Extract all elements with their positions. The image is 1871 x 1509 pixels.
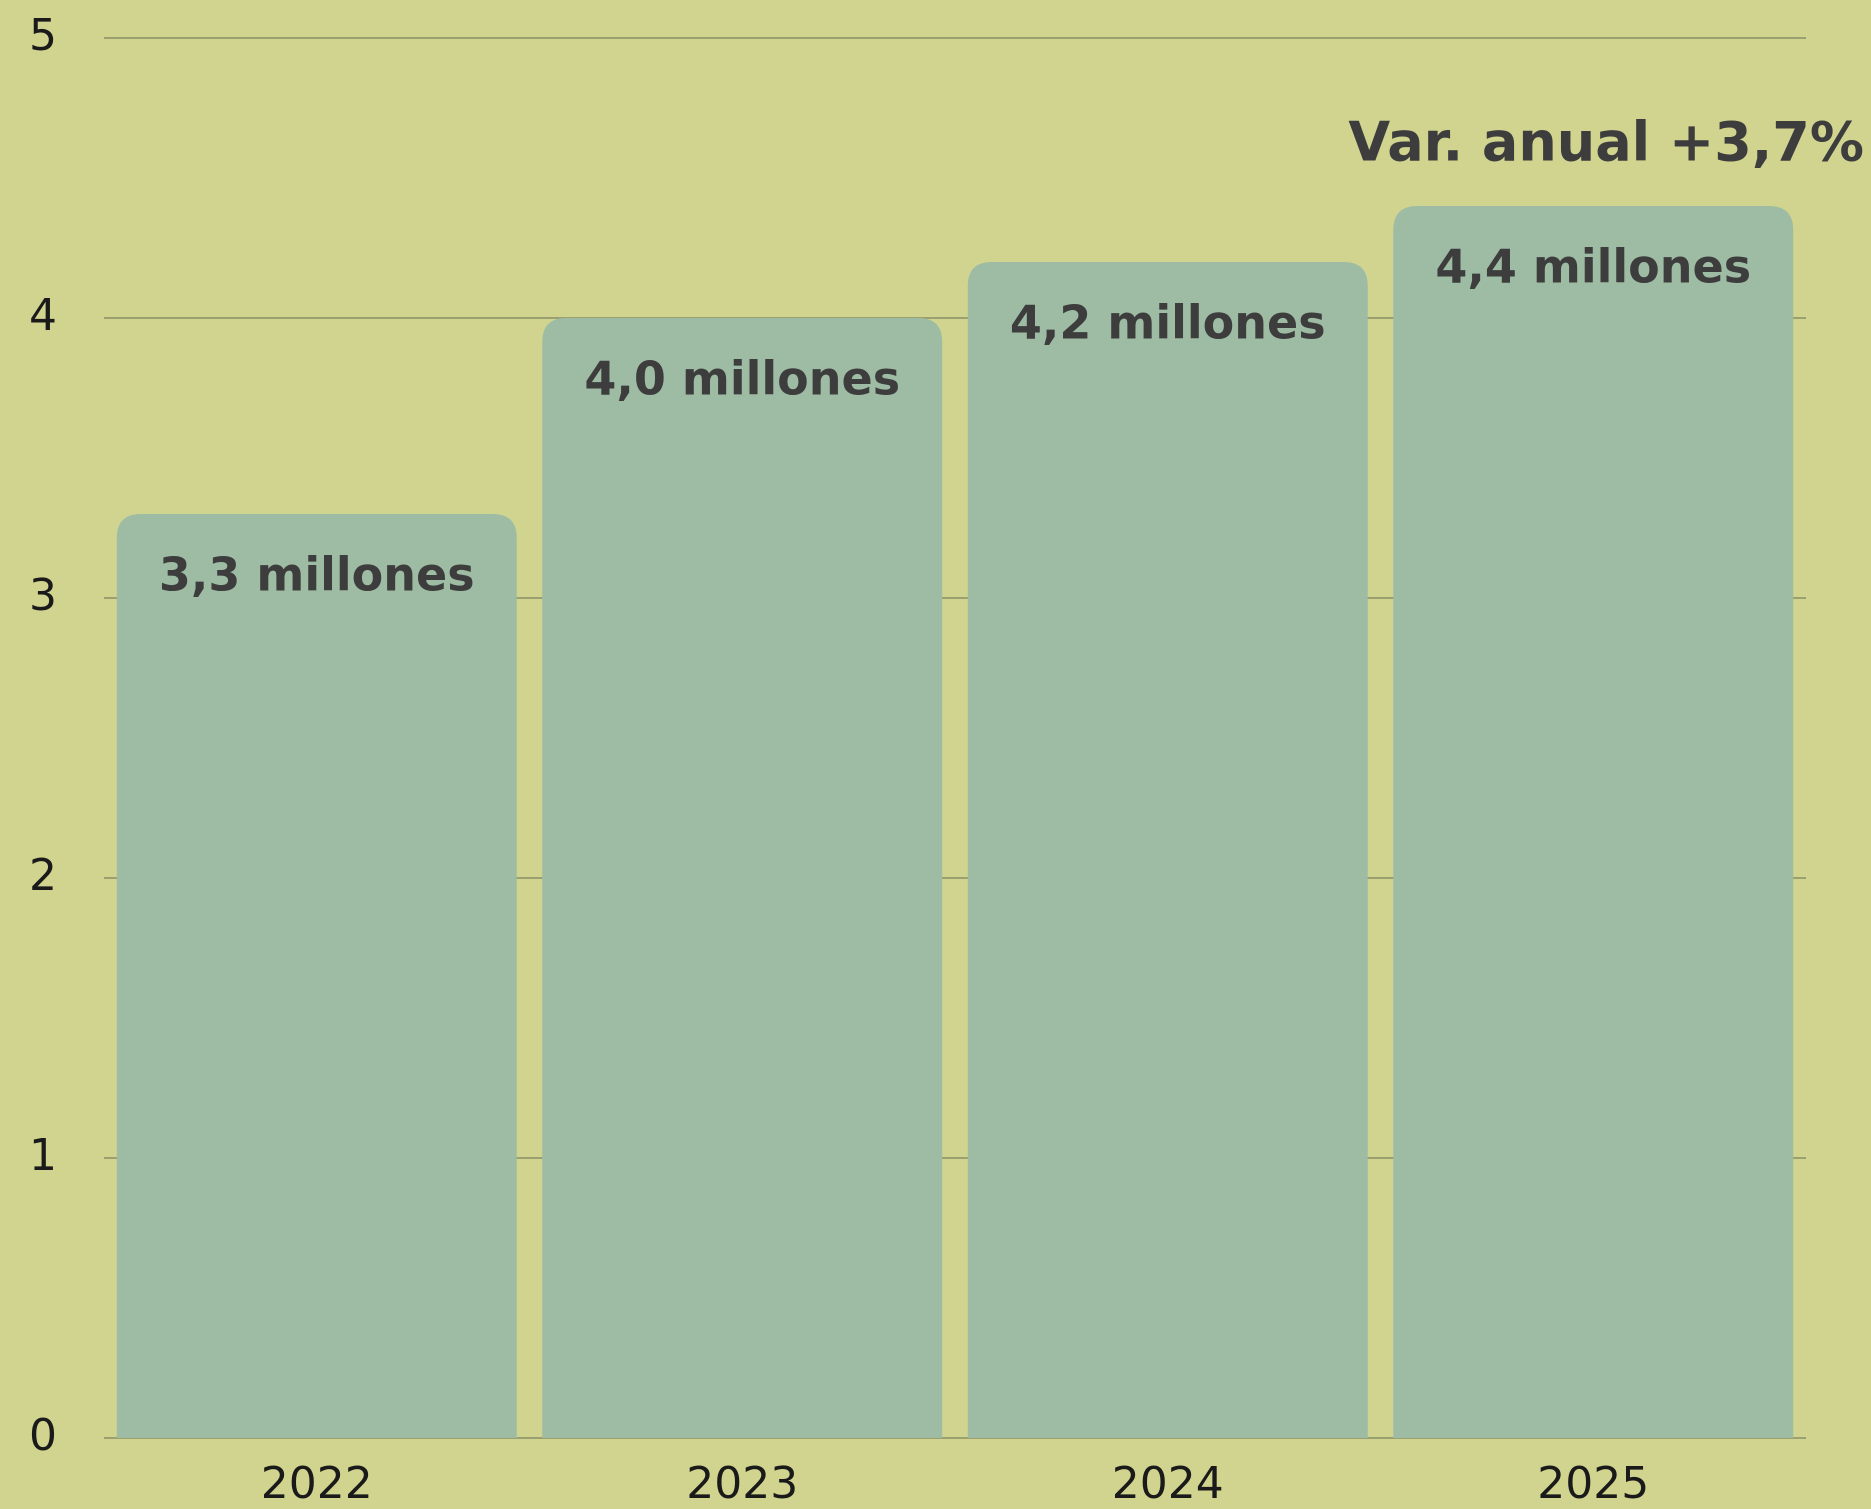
bar — [116, 514, 517, 1438]
y-tick-label: 1 — [29, 1130, 57, 1181]
value-label: 4,2 millones — [1010, 296, 1326, 350]
y-tick-label: 4 — [29, 290, 57, 341]
x-tick-label: 2025 — [1537, 1458, 1649, 1509]
x-tick-label: 2023 — [686, 1458, 798, 1509]
value-label: 3,3 millones — [159, 548, 475, 602]
bar — [542, 318, 943, 1438]
x-tick-label: 2024 — [1112, 1458, 1224, 1509]
y-tick-label: 2 — [29, 850, 57, 901]
bar — [967, 262, 1368, 1438]
annotation: Var. anual +3,7% — [1348, 111, 1864, 174]
x-tick-label: 2022 — [261, 1458, 373, 1509]
bar — [1393, 206, 1794, 1438]
y-tick-label: 0 — [29, 1410, 57, 1461]
y-tick-label: 3 — [29, 570, 57, 621]
value-label: 4,4 millones — [1435, 240, 1751, 294]
y-tick-label: 5 — [29, 10, 57, 61]
value-label: 4,0 millones — [584, 352, 900, 406]
